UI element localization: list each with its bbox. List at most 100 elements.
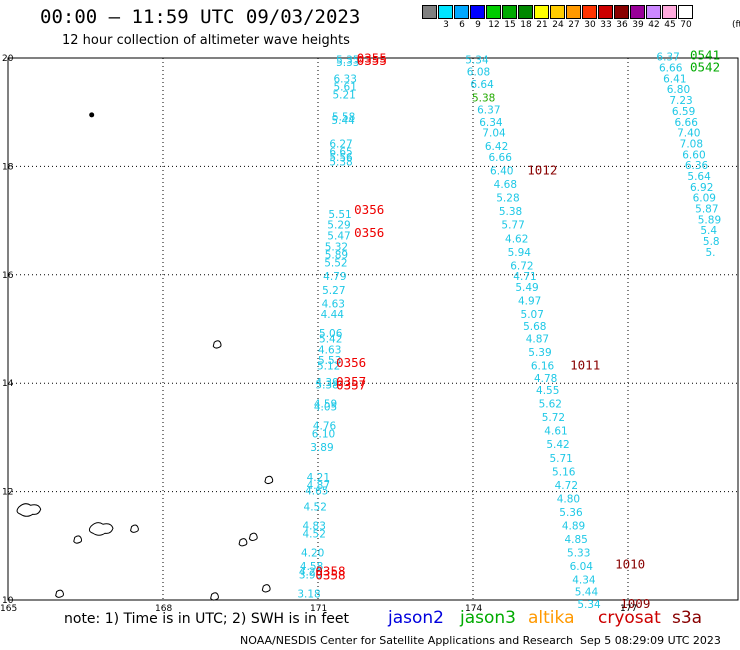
pass-time-label: 0358 <box>315 567 345 582</box>
pass-time-label: 0541 <box>690 48 720 63</box>
wave-height-label: 6.60 <box>682 149 705 161</box>
wave-height-label: 7.08 <box>680 138 703 150</box>
color-scale-swatch <box>518 5 533 19</box>
wave-height-label: 5.44 <box>575 587 599 599</box>
color-scale-label: 70 <box>680 20 692 30</box>
wave-height-label: 4.89 <box>562 521 585 533</box>
pass-time-label: 0355 <box>357 50 387 65</box>
color-scale-label: 12 <box>488 20 500 30</box>
generation-timestamp: Sep 5 08:29:09 UTC 2023 <box>580 634 721 647</box>
color-scale-swatch <box>614 5 629 19</box>
wave-height-label: 4.55 <box>536 385 559 397</box>
wave-height-label: 4.63 <box>318 344 341 356</box>
island <box>16 503 42 517</box>
lon-tick-label: 165 <box>0 604 17 614</box>
pass-time-label: 1009 <box>620 596 650 611</box>
wave-height-label: 5.61 <box>334 82 357 94</box>
color-scale-label: 30 <box>584 20 596 30</box>
wave-height-label: 5.89 <box>325 250 348 262</box>
wave-height-label: 5.06 <box>319 328 343 340</box>
wave-height-label: 5.44 <box>331 115 355 127</box>
wave-height-label: 5.33 <box>567 548 590 560</box>
color-scale-label: 15 <box>504 20 516 30</box>
wave-height-label: 5.07 <box>521 309 544 321</box>
color-scale-swatch <box>598 5 613 19</box>
wave-height-label: 6.80 <box>667 84 690 96</box>
color-scale-swatch <box>438 5 453 19</box>
wave-height-label: 5.87 <box>695 203 718 215</box>
pass-time-label: 0357 <box>336 374 366 389</box>
pass-time-label: 0356 <box>354 225 384 240</box>
color-scale-label: 24 <box>552 20 564 30</box>
wave-height-label: 5.38 <box>315 380 338 392</box>
wave-height-label: 5.29 <box>327 220 350 232</box>
lat-tick-label: 20 <box>2 54 14 64</box>
wave-height-label: 4.97 <box>518 296 541 308</box>
wave-height-label: 5.34 <box>465 54 489 66</box>
island <box>73 535 83 544</box>
lat-tick-label: 12 <box>2 488 13 498</box>
color-scale-swatch <box>566 5 581 19</box>
wave-height-label: 4.80 <box>557 493 580 505</box>
wave-height-label: 6.36 <box>685 160 709 172</box>
wave-height-label: 4.72 <box>555 480 578 492</box>
wave-height-label: 3.89 <box>310 442 333 454</box>
color-scale-swatch <box>630 5 645 19</box>
color-scale-swatch <box>550 5 565 19</box>
wave-height-label: 5.35 <box>336 54 359 66</box>
lon-tick-label: 177 <box>620 604 637 614</box>
island <box>264 475 274 485</box>
track-177: 6.376.666.416.807.236.596.667.407.086.60… <box>656 52 721 259</box>
wave-height-label: 4.71 <box>513 271 536 283</box>
color-scale-label: 39 <box>632 20 644 30</box>
map-grid <box>7 57 739 601</box>
wave-height-label: 4.87 <box>526 334 549 346</box>
color-scale-swatch <box>534 5 549 19</box>
wave-height-label: 6.59 <box>672 106 695 118</box>
wave-height-label: 6.41 <box>663 73 686 85</box>
wave-height-label: 5.8 <box>703 236 720 248</box>
wave-height-label: 5.39 <box>528 347 551 359</box>
color-scale-swatch <box>582 5 597 19</box>
wave-height-label: 7.04 <box>482 128 506 140</box>
wave-height-label: 6.09 <box>693 193 716 205</box>
wave-height-label: 6.64 <box>470 79 494 91</box>
wave-height-label: 5.42 <box>319 334 342 346</box>
color-scale-label: 27 <box>568 20 580 30</box>
wave-height-label: 5.38 <box>472 92 495 104</box>
wave-height-label: 3.99 <box>299 569 322 581</box>
pass-time-label: 1010 <box>615 557 645 572</box>
wave-height-label: 4.62 <box>505 233 528 245</box>
wave-height-label: 5.53 <box>318 355 341 367</box>
page-subtitle: 12 hour collection of altimeter wave hei… <box>62 33 350 48</box>
wave-height-label: 4.61 <box>544 426 567 438</box>
wave-height-label: 3.18 <box>297 588 320 600</box>
wave-height-label: 4.59 <box>314 399 337 411</box>
pass-time-label: 0357 <box>336 378 366 393</box>
track-171: 5.355.33 6.335.615.21 5.585.44 6.276.655.56… <box>297 54 359 600</box>
wave-height-label: 5.21 <box>332 90 355 102</box>
wave-height-label: 6.37 <box>656 52 679 64</box>
wave-height-label: 5.71 <box>549 453 572 465</box>
color-scale-label: 3 <box>443 20 449 30</box>
wave-height-label: 5.52 <box>324 258 347 270</box>
wave-height-label: 5.49 <box>515 282 538 294</box>
lon-tick-label: 168 <box>155 604 172 614</box>
wave-height-label: 4.68 <box>494 179 517 191</box>
island <box>210 592 219 601</box>
color-scale-label: 18 <box>520 20 532 30</box>
pass-time-label: 1011 <box>570 358 600 373</box>
wave-height-label: 5.64 <box>687 171 711 183</box>
color-scale-swatch <box>646 5 661 19</box>
wave-height-label: 6.10 <box>312 428 335 440</box>
page-title: 00:00 — 11:59 UTC 09/03/2023 <box>40 6 361 28</box>
lat-tick-label: 10 <box>2 596 14 606</box>
wave-height-label: 6.66 <box>489 152 513 164</box>
wave-height-label: 5.16 <box>552 466 576 478</box>
map-frame <box>7 57 739 601</box>
wave-height-label: 5.68 <box>523 321 546 333</box>
wave-height-label: 5.42 <box>546 439 569 451</box>
island <box>55 589 64 598</box>
